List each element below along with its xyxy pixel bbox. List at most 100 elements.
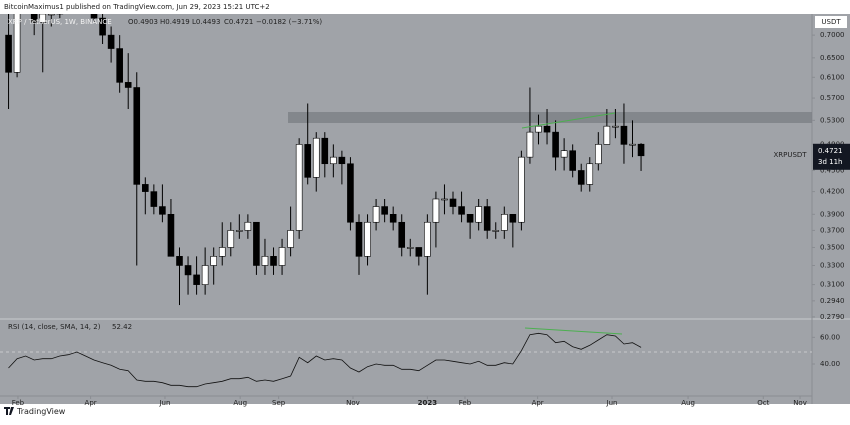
candle-body	[449, 198, 457, 207]
candle-body	[167, 214, 175, 257]
candle-body	[116, 48, 123, 83]
x-tick-label: Oct	[757, 399, 769, 407]
y-tick-label: 0.4500	[820, 166, 845, 174]
x-tick-label: Apr	[532, 399, 544, 407]
y-tick-label: 0.5300	[820, 116, 845, 124]
candle-body	[210, 256, 217, 266]
candle-body	[629, 143, 636, 146]
candle-body	[509, 214, 517, 223]
axes: Feb Apr Jun Aug Sep Nov 2023 Feb Apr Jun Aug Oct Nov…	[12, 31, 850, 407]
trend-line	[521, 112, 616, 129]
y-tick-label: 0.2940	[820, 297, 845, 305]
candle-body	[543, 125, 551, 133]
x-tick-label: Aug	[233, 399, 247, 407]
ohlc-high: H0.4919	[160, 18, 190, 26]
rsi-last: 52.42	[112, 323, 132, 331]
ticker-label: XRPUSDT	[773, 151, 807, 159]
x-tick-label: Nov	[346, 399, 360, 407]
x-tick-label: Feb	[459, 399, 472, 407]
candle-body	[295, 144, 303, 231]
candle-body	[415, 247, 423, 257]
candle-body	[150, 191, 158, 207]
candle-body	[372, 206, 380, 223]
candle-body	[227, 230, 235, 248]
candle-body	[347, 163, 354, 223]
candle-body	[526, 131, 534, 158]
candle-body	[577, 170, 585, 185]
candle-body	[39, 14, 47, 23]
y-tick-label: 0.2790	[820, 313, 845, 321]
candle-body	[270, 256, 277, 266]
price-pane	[5, 14, 645, 306]
candle-body	[184, 265, 192, 276]
candle-body	[330, 156, 337, 165]
last-price-label: 0.4721	[818, 147, 843, 155]
candle-body	[637, 143, 645, 157]
candle-body	[586, 163, 594, 185]
candle-body	[441, 198, 448, 201]
candle-body	[47, 14, 55, 16]
rsi-title: RSI (14, close, SMA, 14, 2)	[8, 323, 101, 331]
ohlc-low: L0.4493	[192, 18, 220, 26]
candle-body	[406, 247, 414, 249]
candle-body	[236, 230, 243, 232]
candle-body	[124, 82, 132, 88]
candle-body	[364, 221, 371, 257]
candle-body	[500, 214, 508, 231]
candle-body	[287, 230, 294, 248]
candle-body	[424, 221, 431, 257]
candle-body	[355, 221, 363, 257]
y-tick-label: 0.3500	[820, 243, 845, 251]
candle-body	[381, 206, 388, 215]
candle-body	[398, 221, 406, 248]
x-tick-label: Apr	[85, 399, 97, 407]
brand-name: TradingView	[16, 407, 66, 416]
candle-body	[458, 206, 465, 215]
x-tick-label: Nov	[793, 399, 807, 407]
candle-body	[13, 14, 21, 73]
rsi-divergence-line	[524, 327, 623, 335]
candle-body	[261, 256, 269, 266]
candle-body	[612, 125, 619, 128]
rsi-pane	[8, 332, 642, 388]
x-tick-label: Sep	[272, 399, 286, 407]
y-tick-label: 0.6500	[820, 54, 845, 62]
x-tick-label: Aug	[681, 399, 695, 407]
ohlc-legend: O0.4903 H0.4919 L0.4493 C0.4721 −0.0182 …	[128, 18, 322, 26]
x-tick-label: 2023	[418, 399, 438, 407]
y-tick-label: 0.6100	[820, 73, 845, 81]
candle-body	[312, 137, 320, 178]
candle-body	[30, 14, 38, 23]
candle-body	[321, 137, 329, 165]
candle-body	[304, 144, 312, 178]
candle-body	[99, 17, 106, 36]
resistance-zone	[288, 112, 812, 123]
candle-body	[133, 87, 141, 185]
candle-body	[253, 221, 260, 266]
candle-body	[159, 206, 166, 215]
candle-body	[193, 274, 200, 285]
currency: USDT	[821, 18, 841, 26]
y-tick-label: 40.00	[820, 360, 840, 368]
candle-body	[595, 144, 602, 165]
y-tick-label: 0.3300	[820, 261, 845, 269]
last-price-box	[813, 143, 850, 170]
ohlc-change: −0.0182 (−3.71%)	[256, 18, 322, 26]
candle-body	[432, 198, 440, 223]
candle-body	[90, 14, 98, 19]
y-tick-label: 0.4200	[820, 188, 845, 196]
rsi-line	[8, 332, 642, 388]
y-tick-label: 0.7000	[820, 31, 845, 39]
candle-body	[552, 131, 559, 158]
y-tick-label: 0.3700	[820, 226, 845, 234]
x-tick-label: Jun	[158, 399, 170, 407]
candle-body	[176, 256, 183, 266]
ohlc-open: O0.4903	[128, 18, 158, 26]
candle-body	[278, 247, 286, 266]
candle-body	[107, 34, 115, 49]
candle-body	[244, 221, 252, 231]
candle-body	[56, 14, 64, 15]
candle-body	[201, 265, 209, 285]
candle-body	[466, 214, 474, 223]
